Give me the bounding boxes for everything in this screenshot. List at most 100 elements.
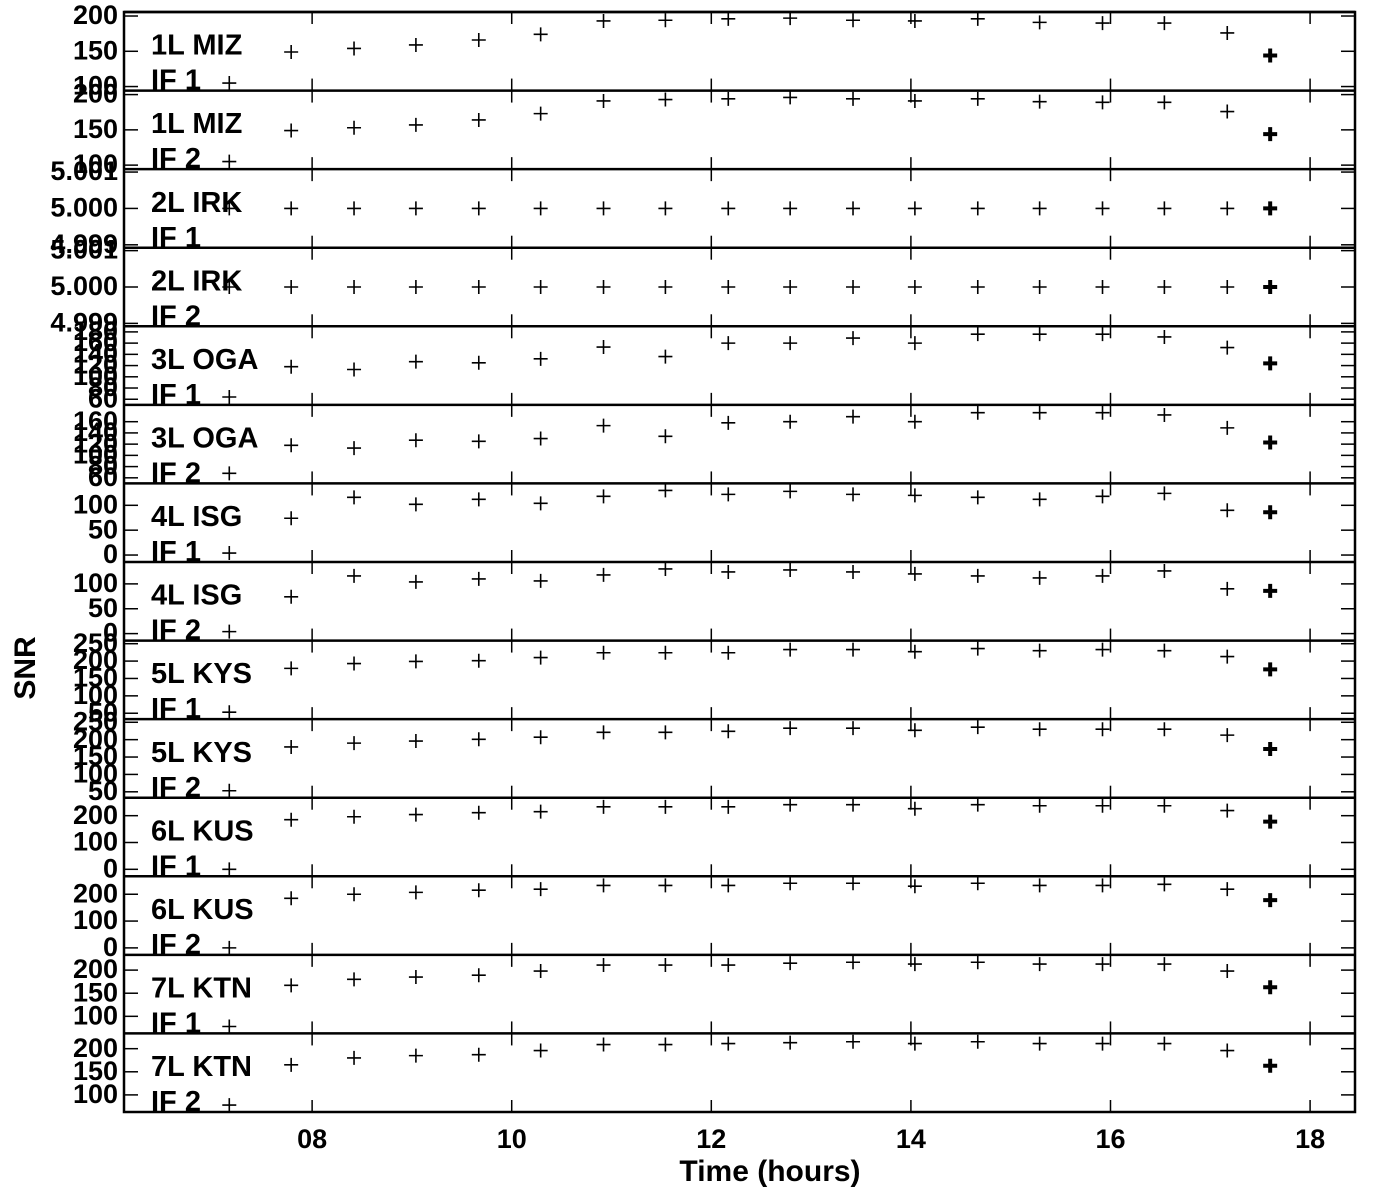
point bbox=[1157, 329, 1172, 344]
point bbox=[347, 490, 362, 505]
point bbox=[533, 730, 548, 745]
y-tick-label: 50 bbox=[88, 514, 118, 544]
y-tick-label: 60 bbox=[88, 383, 118, 413]
point bbox=[596, 958, 611, 973]
panel-sublabel: IF 2 bbox=[151, 300, 201, 332]
panel-label: 5L KYS bbox=[151, 658, 252, 690]
point bbox=[783, 484, 798, 499]
point bbox=[284, 511, 299, 526]
point bbox=[783, 721, 798, 736]
point bbox=[1095, 327, 1110, 342]
point bbox=[471, 355, 486, 370]
point bbox=[471, 434, 486, 449]
point bbox=[347, 280, 362, 294]
x-tick-label: 18 bbox=[1295, 1124, 1325, 1154]
point bbox=[1032, 94, 1047, 109]
point bbox=[347, 41, 362, 56]
point bbox=[533, 573, 548, 588]
panel-label: 3L OGA bbox=[151, 423, 258, 455]
panel-label: 2L IRK bbox=[151, 187, 242, 219]
point bbox=[408, 280, 423, 294]
point bbox=[533, 351, 548, 366]
point bbox=[846, 331, 861, 346]
point bbox=[970, 720, 985, 735]
x-tick-label: 14 bbox=[896, 1124, 926, 1154]
point bbox=[596, 1037, 611, 1052]
point bbox=[783, 201, 798, 216]
point bbox=[1157, 643, 1172, 658]
point bbox=[1157, 957, 1172, 972]
point bbox=[1032, 492, 1047, 507]
point bbox=[907, 13, 922, 28]
point bbox=[970, 955, 985, 970]
point bbox=[347, 736, 362, 751]
point bbox=[1032, 643, 1047, 658]
point bbox=[596, 645, 611, 660]
point bbox=[658, 483, 673, 498]
y-tick-label: 5.000 bbox=[50, 193, 118, 223]
point bbox=[222, 201, 237, 216]
point bbox=[1220, 882, 1235, 897]
point bbox=[222, 390, 237, 404]
point bbox=[222, 624, 237, 639]
point bbox=[533, 804, 548, 819]
point bbox=[284, 812, 299, 827]
point bbox=[1220, 104, 1235, 119]
point bbox=[970, 876, 985, 891]
y-tick-label: 100 bbox=[73, 1079, 118, 1109]
point bbox=[970, 327, 985, 342]
point bbox=[1220, 280, 1235, 294]
panel-sublabel: IF 1 bbox=[151, 65, 201, 97]
point bbox=[596, 878, 611, 893]
point bbox=[347, 120, 362, 135]
point bbox=[471, 805, 486, 820]
y-tick-label: 250 bbox=[73, 628, 118, 658]
point bbox=[783, 414, 798, 429]
point bbox=[408, 354, 423, 369]
point bbox=[1157, 407, 1172, 422]
point bbox=[846, 876, 861, 891]
point bbox=[596, 725, 611, 740]
y-tick-label: 200 bbox=[73, 1033, 118, 1063]
panel-label: 7L KTN bbox=[151, 1051, 252, 1083]
y-tick-label: 120 bbox=[73, 428, 118, 458]
point bbox=[846, 797, 861, 812]
y-tick-label: 80 bbox=[88, 372, 118, 402]
point bbox=[408, 734, 423, 749]
point bbox=[284, 978, 299, 993]
point bbox=[1157, 201, 1172, 216]
y-tick-label: 160 bbox=[73, 406, 118, 436]
point bbox=[1157, 722, 1172, 737]
point bbox=[1095, 878, 1110, 893]
point bbox=[347, 1050, 362, 1065]
point bbox=[658, 725, 673, 740]
point bbox=[721, 11, 736, 26]
panel-sublabel: IF 1 bbox=[151, 379, 201, 411]
point bbox=[970, 1034, 985, 1049]
point bbox=[471, 1047, 486, 1062]
point bbox=[1095, 16, 1110, 31]
point bbox=[471, 33, 486, 48]
panel-sublabel: IF 1 bbox=[151, 222, 201, 254]
point bbox=[1095, 722, 1110, 737]
point bbox=[1095, 280, 1110, 294]
point bbox=[846, 564, 861, 579]
point bbox=[533, 882, 548, 897]
y-tick-label: 4.999 bbox=[50, 308, 118, 338]
y-tick-label: 50 bbox=[88, 593, 118, 623]
point bbox=[1220, 803, 1235, 818]
point bbox=[721, 958, 736, 973]
point bbox=[222, 154, 237, 169]
point bbox=[846, 487, 861, 502]
point bbox=[471, 653, 486, 668]
point bbox=[1095, 642, 1110, 657]
point bbox=[347, 887, 362, 902]
point bbox=[907, 957, 922, 972]
point bbox=[783, 11, 798, 26]
point bbox=[408, 885, 423, 900]
point bbox=[284, 123, 299, 138]
point bbox=[970, 280, 985, 294]
y-tick-label: 0 bbox=[103, 853, 118, 883]
point bbox=[658, 13, 673, 28]
